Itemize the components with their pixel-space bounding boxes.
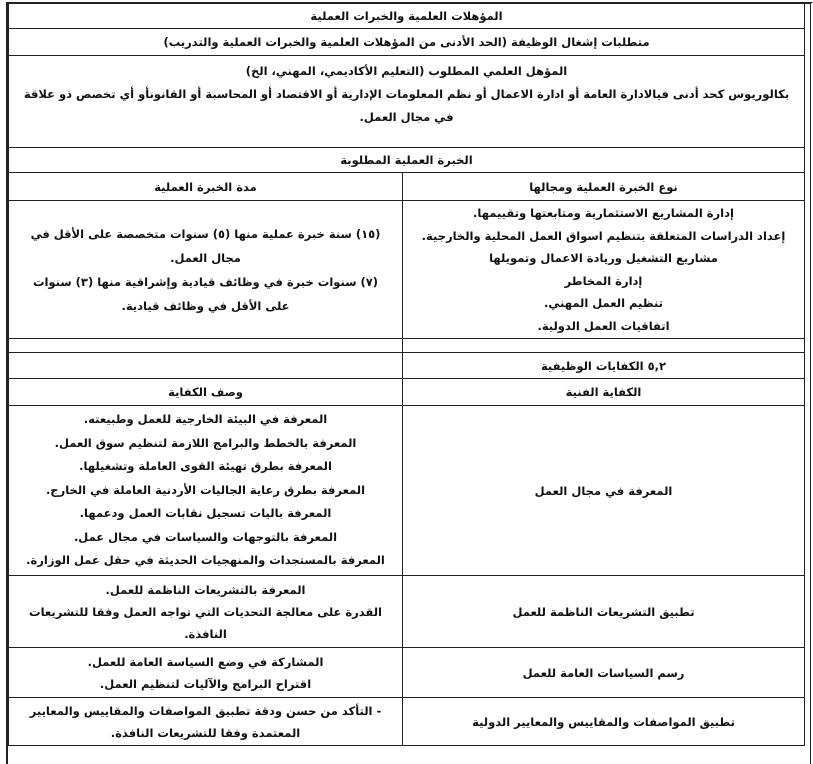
experience-duration: (٧) سنوات خبرة في وظائف قيادية وإشراقية … [32,274,379,313]
description-line: - التأكد من حسن ودقة تطبيق المواصفات وال… [29,703,382,740]
qualification-text: بكالوريوس كحد أدنى فيالادارة العامة أو ا… [23,87,790,124]
experience-type: إدارة المشاريع الاستثمارية ومتابعتها وتق… [473,206,734,220]
competency-name: تطبيق التشريعات الناظمة للعمل [402,575,805,648]
experience-type: تنظيم العمل المهني. [544,296,663,310]
competency-row: تطبيق المواصفات والمقاييس والمعايير الدو… [8,697,805,746]
qualification-cell: المؤهل العلمي المطلوب (التعليم الأكاديمي… [8,55,805,148]
experience-types-cell: إدارة المشاريع الاستثمارية ومتابعتها وتق… [402,200,805,339]
experience-duration: (١٥) سنة خبرة عملية منها (٥) سنوات متخصص… [30,226,381,265]
experience-type: اتفاقيات العمل الدولية. [537,318,670,333]
description-line: القدرة على معالجة التحديات التي تواجه ال… [29,604,382,641]
empty-cell [402,338,805,353]
competency-name: تطبيق المواصفات والمقاييس والمعايير الدو… [402,697,805,746]
description-line: اقتراح البرامج والآليات لتنظيم العمل. [99,676,312,691]
experience-type: إدارة المخاطر [564,273,643,288]
competency-row: رسم السياسات العامة للعمل المشاركة في وض… [8,647,805,698]
competency-description: - التأكد من حسن ودقة تطبيق المواصفات وال… [8,697,403,746]
description-line: المعرفة بطرق رعاية الجاليات الأردنية الع… [45,482,366,497]
experience-type-header: نوع الخبرة العملية ومجالها [402,172,805,201]
competency-description: المعرفة في البيئة الخارجية للعمل وطبيعته… [8,405,403,576]
description-line: المعرفة بطرق تهيئة القوى العاملة وتشغيله… [79,459,332,474]
qualification-heading: المؤهل العلمي المطلوب (التعليم الأكاديمي… [245,64,568,78]
description-line: المعرفة بالتشريعات الناظمة للعمل. [105,582,306,597]
competency-description: المشاركة في وضع السياسة العامة للعمل. اق… [8,647,403,698]
description-line: المعرفة باليات تسجيل نقابات العمل ودعمها… [79,506,332,521]
description-line: المعرفة بالخطط والبرامج اللازمة لتنظيم س… [54,435,357,450]
job-requirements-table: المؤهلات العلمية والخبرات العملية متطلبا… [8,3,805,746]
description-line: المعرفة بالتوجهات والسياسات في مجال عمل. [73,529,338,544]
description-line: المعرفة في البيئة الخارجية للعمل وطبيعته… [83,412,328,427]
competency-row: تطبيق التشريعات الناظمة للعمل المعرفة با… [8,575,805,648]
competency-description: المعرفة بالتشريعات الناظمة للعمل. القدرة… [8,575,403,648]
competency-name: المعرفة في مجال العمل [402,405,805,576]
empty-cell [8,338,403,353]
experience-type: مشاريع التشغيل وريادة الاعمال وتمويلها [489,251,718,265]
requirements-title: متطلبات إشغال الوظيفة (الحد الأدنى من ال… [8,28,805,56]
empty-cell [8,352,403,379]
description-header: وصف الكفاية [8,378,403,406]
description-line: المعرفة بالمستجدات والمنهجيات الحديثة في… [26,553,385,568]
description-line: المشاركة في وضع السياسة العامة للعمل. [87,654,324,669]
experience-duration-header: مدة الخبرة العملية [8,172,403,201]
competencies-title: ٥,٢ الكفايات الوظيفية [402,352,805,379]
experience-durations-cell: (١٥) سنة خبرة عملية منها (٥) سنوات متخصص… [8,200,403,339]
competency-row: المعرفة في مجال العمل المعرفة في البيئة … [8,405,805,576]
competency-name: رسم السياسات العامة للعمل [402,647,805,698]
experience-type: إعداد الدراسات المتعلقة بتنظيم اسواق الع… [421,228,786,243]
experience-title: الخبرة العملية المطلوبة [8,147,805,173]
competency-header: الكفاية الفنية [402,378,805,406]
section-title: المؤهلات العلمية والخبرات العملية [8,3,805,29]
